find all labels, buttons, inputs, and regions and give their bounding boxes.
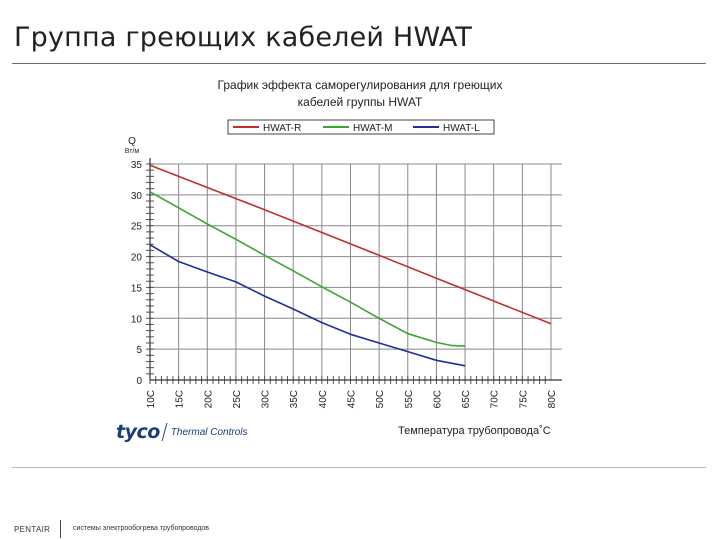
chart-title-line-2: кабелей группы HWAT [297, 95, 423, 109]
y-tick-label: 10 [131, 314, 143, 325]
x-tick-label: 55C [404, 390, 415, 408]
thermal-controls-label: Thermal Controls [170, 426, 248, 438]
footer-separator [60, 520, 61, 538]
x-tick-label: 60C [432, 390, 443, 408]
tyco-logo: tyco Thermal Controls [116, 421, 248, 443]
y-tick-label: 5 [136, 345, 142, 356]
x-tick-label: 45C [347, 390, 358, 408]
chart-title: График эффекта саморегулирования для гре… [150, 77, 570, 111]
legend-label-hwat-l: HWAT-L [443, 123, 480, 134]
x-tick-label: 15C [175, 390, 186, 408]
y-tick-label: 0 [136, 376, 142, 387]
title-divider [12, 63, 706, 64]
chart-legend [227, 119, 495, 135]
legend-label-hwat-m: HWAT-M [353, 123, 392, 134]
tyco-wordmark: tyco [116, 421, 160, 443]
x-tick-label: 25C [232, 390, 243, 408]
logo-separator [161, 423, 168, 441]
footer-text: системы электрообогрева трубопроводов [73, 525, 210, 532]
y-tick-label: 25 [131, 222, 143, 233]
x-tick-label: 35C [289, 390, 300, 408]
series-line-hwat-m [149, 191, 466, 347]
y-tick-label: 30 [131, 191, 143, 202]
y-axis-label: Q [128, 136, 136, 147]
legend-label-hwat-r: HWAT-R [263, 123, 301, 134]
x-tick-label: 65C [461, 390, 472, 408]
x-tick-label: 30C [261, 390, 272, 408]
x-axis-label: Температура трубопровода˚С [398, 425, 551, 437]
series-line-hwat-r [149, 164, 552, 325]
x-tick-label: 80C [547, 390, 558, 408]
y-tick-label: 35 [131, 160, 143, 171]
series-line-hwat-l [149, 244, 466, 367]
x-tick-label: 40C [318, 390, 329, 408]
chart-title-line-1: График эффекта саморегулирования для гре… [217, 78, 503, 92]
footer-brand: PENTAIR [14, 525, 51, 534]
x-tick-label: 75C [518, 390, 529, 408]
footer-divider [12, 467, 706, 468]
y-tick-label: 20 [131, 253, 143, 264]
x-tick-label: 50C [375, 390, 386, 408]
x-tick-label: 70C [490, 390, 501, 408]
x-tick-label: 10C [146, 390, 157, 408]
y-axis-unit: Вт/м [125, 148, 140, 155]
y-tick-label: 15 [131, 283, 143, 294]
x-tick-label: 20C [203, 390, 214, 408]
slide-title: Группа греющих кабелей HWAT [14, 22, 473, 53]
